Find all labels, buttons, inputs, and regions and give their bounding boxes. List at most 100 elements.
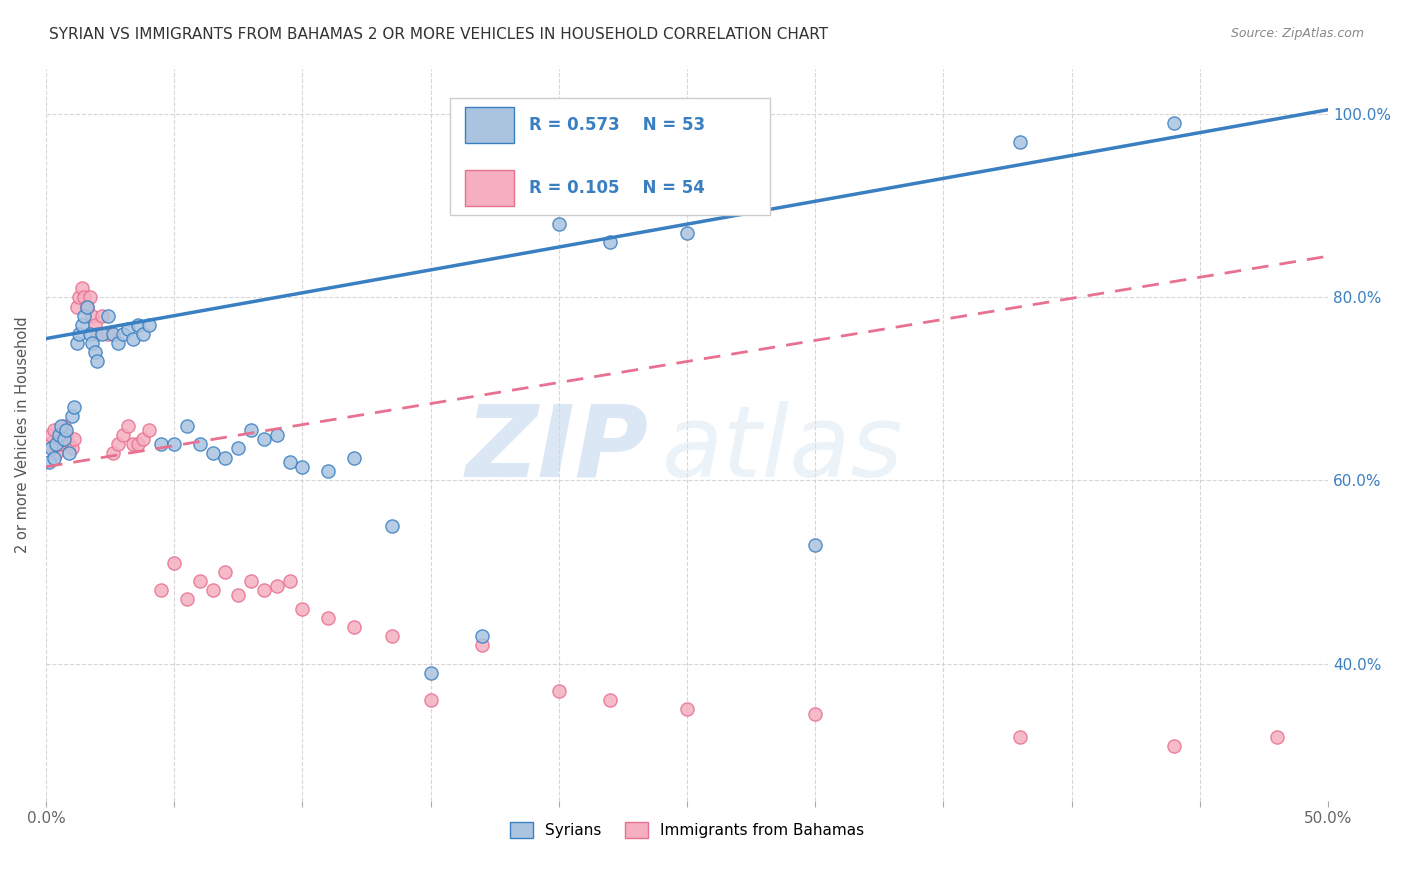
Point [55, 423, 77, 437]
Point [266, 579, 288, 593]
Point [804, 706, 827, 721]
Point [547, 217, 569, 231]
Point [1010, 135, 1032, 149]
Point [45, 446, 67, 460]
Point [58, 446, 80, 460]
Point [343, 450, 366, 465]
Point [107, 437, 129, 451]
Point [122, 332, 145, 346]
Point [176, 418, 198, 433]
Point [201, 583, 224, 598]
Point [163, 437, 186, 451]
Text: SYRIAN VS IMMIGRANTS FROM BAHAMAS 2 OR MORE VEHICLES IN HOUSEHOLD CORRELATION CH: SYRIAN VS IMMIGRANTS FROM BAHAMAS 2 OR M… [49, 27, 828, 42]
Point [547, 684, 569, 698]
Text: R = 0.573    N = 53: R = 0.573 N = 53 [529, 116, 706, 134]
Point [291, 459, 314, 474]
Point [60, 409, 83, 424]
Point [471, 638, 494, 652]
Text: R = 0.105    N = 54: R = 0.105 N = 54 [529, 179, 706, 197]
Point [63, 432, 86, 446]
Point [188, 437, 211, 451]
Point [253, 432, 276, 446]
Point [599, 693, 621, 707]
Point [804, 537, 827, 551]
Point [55, 427, 77, 442]
Y-axis label: 2 or more Vehicles in Household: 2 or more Vehicles in Household [15, 317, 30, 553]
Point [60, 442, 83, 456]
Point [117, 418, 139, 433]
Point [240, 423, 263, 437]
Point [101, 446, 124, 460]
Point [66, 336, 89, 351]
Point [51, 418, 73, 433]
Point [381, 519, 404, 533]
Point [38, 455, 60, 469]
Point [86, 354, 108, 368]
Point [63, 401, 86, 415]
Point [240, 574, 263, 589]
Point [48, 437, 70, 451]
Point [96, 326, 118, 341]
Point [419, 693, 441, 707]
Point [76, 300, 98, 314]
Point [122, 437, 145, 451]
Bar [465, 107, 515, 144]
Point [82, 336, 104, 351]
Point [201, 446, 224, 460]
Point [676, 227, 699, 241]
Point [226, 442, 249, 456]
Bar [465, 169, 515, 206]
Point [343, 620, 366, 634]
Point [38, 437, 60, 451]
Point [138, 318, 160, 332]
Point [471, 629, 494, 643]
Point [176, 592, 198, 607]
Point [70, 281, 93, 295]
Point [91, 326, 114, 341]
Point [278, 574, 301, 589]
Point [676, 702, 699, 716]
Point [278, 455, 301, 469]
Point [52, 418, 75, 433]
Point [73, 309, 96, 323]
Point [86, 326, 108, 341]
Text: Source: ZipAtlas.com: Source: ZipAtlas.com [1230, 27, 1364, 40]
Point [291, 601, 314, 615]
Point [1265, 730, 1288, 744]
Point [150, 437, 173, 451]
Point [132, 432, 155, 446]
Point [266, 427, 288, 442]
FancyBboxPatch shape [450, 98, 770, 215]
Point [599, 235, 621, 250]
Point [214, 450, 236, 465]
Point [111, 427, 134, 442]
Text: atlas: atlas [661, 401, 903, 498]
Point [150, 583, 173, 598]
Legend: Syrians, Immigrants from Bahamas: Syrians, Immigrants from Bahamas [505, 816, 870, 845]
Point [39, 442, 62, 456]
Point [107, 336, 129, 351]
Point [1163, 739, 1185, 753]
Point [188, 574, 211, 589]
Point [101, 326, 124, 341]
Point [48, 427, 70, 442]
Point [381, 629, 404, 643]
Point [138, 423, 160, 437]
Point [163, 556, 186, 570]
Point [58, 437, 80, 451]
Point [1163, 116, 1185, 130]
Point [67, 290, 90, 304]
Point [316, 464, 339, 478]
Point [91, 309, 114, 323]
Point [45, 437, 67, 451]
Point [316, 611, 339, 625]
Point [132, 326, 155, 341]
Point [42, 450, 65, 465]
Point [66, 300, 89, 314]
Point [111, 326, 134, 341]
Point [83, 318, 105, 332]
Point [42, 423, 65, 437]
Point [1010, 730, 1032, 744]
Point [73, 290, 96, 304]
Point [127, 437, 149, 451]
